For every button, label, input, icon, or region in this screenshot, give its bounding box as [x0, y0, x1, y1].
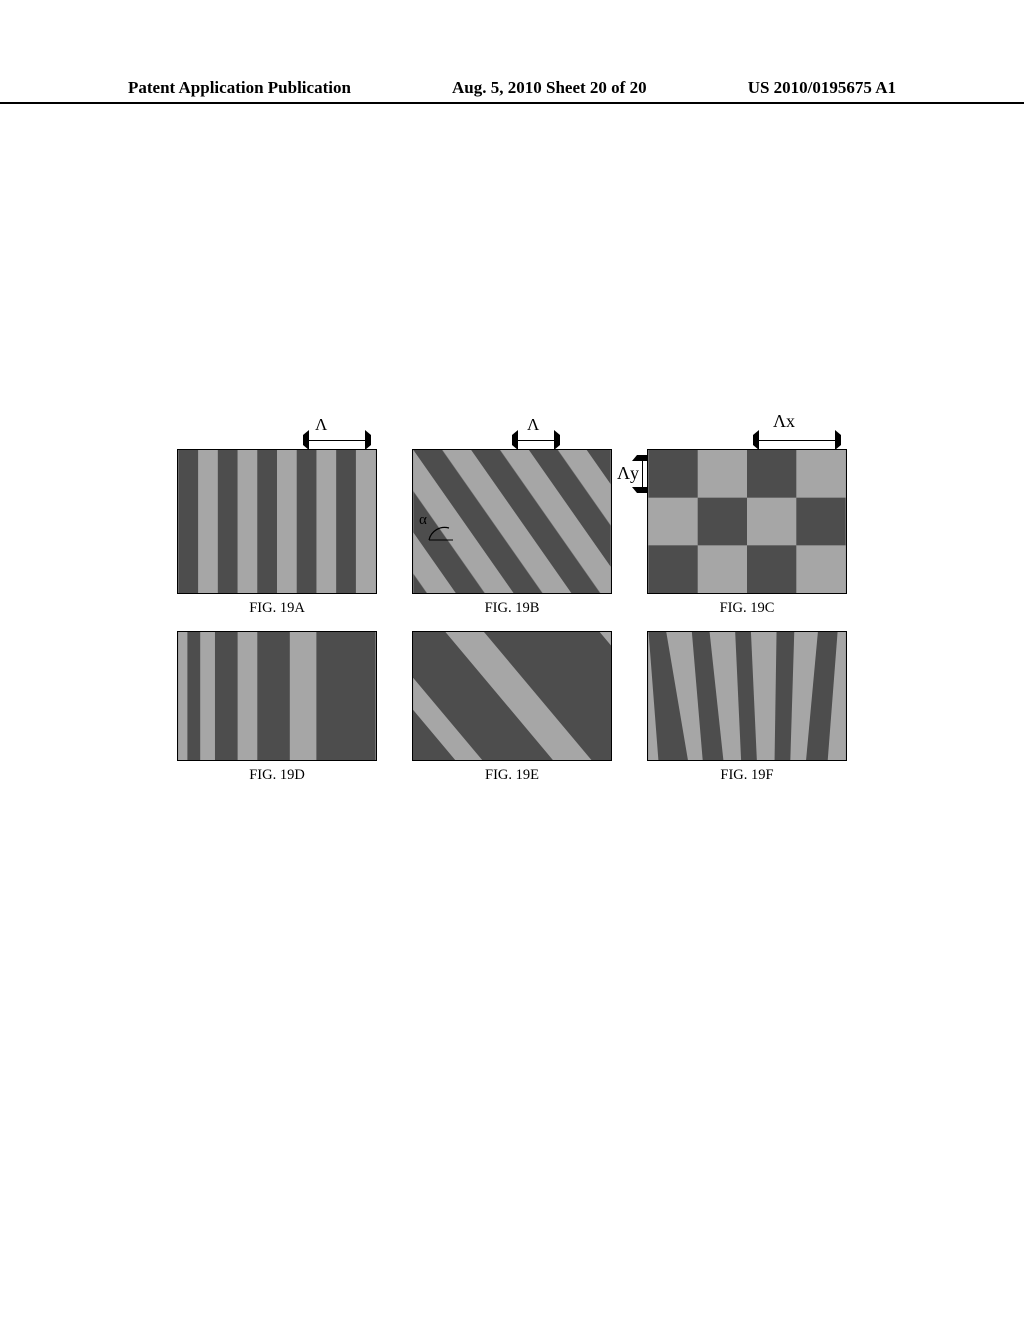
lambda-arrow-b: [506, 435, 566, 445]
figures-row-2: FIG. 19D FIG. 19E: [177, 631, 847, 784]
figure-19e-caption: FIG. 19E: [485, 767, 539, 784]
vertical-stripes-icon: [178, 450, 376, 593]
figures-grid: Λ FIG. 19A Λ: [177, 415, 847, 794]
lambday-label: Λy: [617, 463, 639, 484]
figure-19c-panel: [647, 449, 847, 594]
figure-19e-wrap: FIG. 19E: [412, 631, 612, 784]
figure-19d-wrap: FIG. 19D: [177, 631, 377, 784]
lambdax-arrow: [747, 435, 847, 445]
chirped-vertical-icon: [178, 632, 376, 760]
lambda-label-a: Λ: [315, 415, 327, 435]
lambda-label-b: Λ: [527, 415, 539, 435]
chirped-diagonal-icon: [413, 632, 611, 760]
figure-19c-wrap: Λx Λy FIG. 19C: [647, 415, 847, 617]
figure-19e-panel: [412, 631, 612, 761]
figure-19b-panel: α: [412, 449, 612, 594]
figure-19a-panel: [177, 449, 377, 594]
figure-19f-panel: [647, 631, 847, 761]
lambdax-label: Λx: [773, 411, 795, 432]
figure-19a-wrap: Λ FIG. 19A: [177, 415, 377, 617]
figure-19c-caption: FIG. 19C: [720, 600, 775, 617]
header-right: US 2010/0195675 A1: [748, 78, 896, 98]
figures-row-1: Λ FIG. 19A Λ: [177, 415, 847, 617]
lambda-arrow-a: [297, 435, 377, 445]
header-center: Aug. 5, 2010 Sheet 20 of 20: [452, 78, 647, 98]
figure-19d-panel: [177, 631, 377, 761]
figure-19d-caption: FIG. 19D: [249, 767, 305, 784]
figure-19f-caption: FIG. 19F: [720, 767, 773, 784]
figure-19a-caption: FIG. 19A: [249, 600, 305, 617]
checkerboard-icon: [648, 450, 846, 593]
angle-arc-icon: [427, 522, 612, 594]
figure-19b-wrap: Λ α FIG. 19B: [412, 415, 612, 617]
figure-19f-wrap: FIG. 19F: [647, 631, 847, 784]
alpha-label: α: [419, 512, 427, 529]
fan-stripes-icon: [648, 632, 846, 760]
figure-19b-caption: FIG. 19B: [485, 600, 540, 617]
header-left: Patent Application Publication: [128, 78, 351, 98]
lambday-arrow: [637, 449, 647, 499]
page-header: Patent Application Publication Aug. 5, 2…: [0, 78, 1024, 104]
